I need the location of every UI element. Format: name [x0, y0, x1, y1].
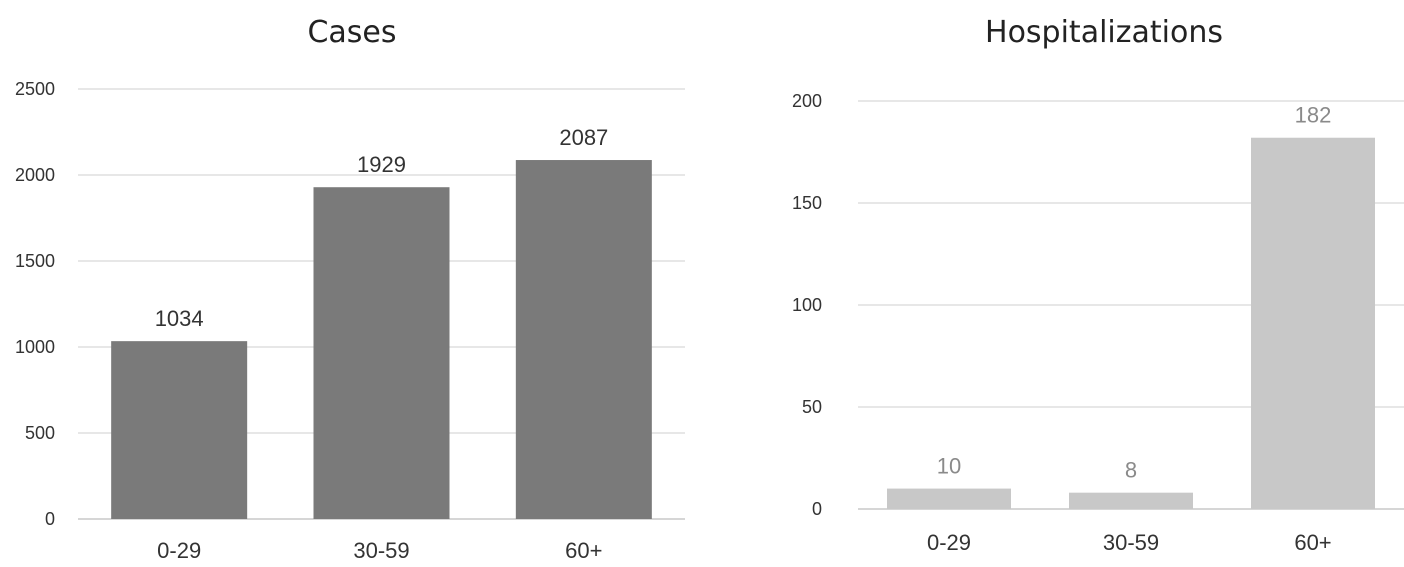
cases-y-tick-label: 2500: [15, 79, 55, 99]
hosp-category-label: 0-29: [927, 530, 971, 555]
hosp-y-tick-label: 150: [792, 193, 822, 213]
cases-data-label: 1929: [357, 152, 406, 177]
cases-category-label: 30-59: [353, 538, 409, 563]
cases-y-tick-label: 1500: [15, 251, 55, 271]
cases-y-tick-label: 500: [25, 423, 55, 443]
hosp-y-tick-label: 100: [792, 295, 822, 315]
cases-y-tick-label: 0: [45, 509, 55, 529]
hosp-data-label: 8: [1125, 458, 1137, 483]
hospitalizations-chart-title: Hospitalizations: [985, 15, 1223, 50]
hosp-bar: [1069, 493, 1193, 509]
cases-chart-title: Cases: [307, 15, 396, 50]
cases-data-label: 1034: [155, 306, 204, 331]
cases-chart: Cases 0 500 1000 1500 2000 2500 1034 0-29 1929 30…: [15, 15, 685, 563]
hosp-category-label: 60+: [1294, 530, 1331, 555]
hosp-bar: [1251, 138, 1375, 509]
cases-data-label: 2087: [559, 125, 608, 150]
hosp-y-tick-label: 0: [812, 499, 822, 519]
cases-y-tick-label: 2000: [15, 165, 55, 185]
hosp-category-label: 30-59: [1103, 530, 1159, 555]
cases-bar: [516, 160, 652, 519]
cases-category-label: 60+: [565, 538, 602, 563]
cases-bar: [314, 187, 450, 519]
hosp-data-label: 10: [937, 454, 961, 479]
hosp-y-tick-label: 50: [802, 397, 822, 417]
hospitalizations-chart: Hospitalizations 0 50 100 150 200 10 0-29 8 30-5…: [792, 15, 1404, 555]
hosp-data-label: 182: [1295, 103, 1332, 128]
hosp-y-tick-label: 200: [792, 91, 822, 111]
hosp-bar: [887, 489, 1011, 509]
cases-y-tick-label: 1000: [15, 337, 55, 357]
cases-bar: [111, 341, 247, 519]
cases-category-label: 0-29: [157, 538, 201, 563]
